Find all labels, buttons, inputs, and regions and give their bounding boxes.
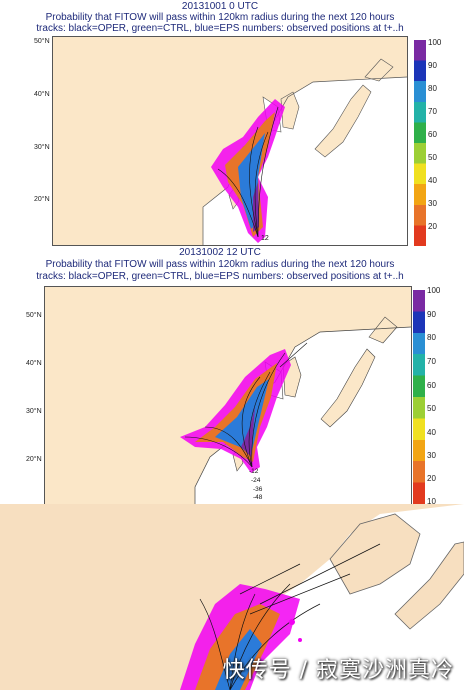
panel-subtitle: tracks: black=OPER, green=CTRL, blue=EPS… bbox=[36, 271, 404, 282]
watermark: 快传号 / 寂寞沙洲真冷 bbox=[222, 658, 454, 683]
lat-tick: 40°N bbox=[26, 360, 42, 367]
panel-date: 20131002 12 UTC bbox=[179, 247, 261, 258]
colorbar-tick: 60 bbox=[428, 130, 437, 139]
forecast-panel-2: 20131002 12 UTC Probability that FITOW w… bbox=[0, 246, 464, 504]
colorbar-tick: 20 bbox=[428, 222, 437, 231]
ensemble-tracks bbox=[184, 342, 308, 468]
lat-tick: 40°N bbox=[34, 91, 50, 98]
panel-title: Probability that FITOW will pass within … bbox=[45, 12, 395, 23]
colorbar-tick: 50 bbox=[428, 153, 437, 162]
lat-tick: 20°N bbox=[34, 196, 50, 203]
observed-position-label: -48 bbox=[253, 494, 263, 501]
map-svg: 12 bbox=[202, 58, 407, 245]
colorbar bbox=[414, 40, 426, 246]
colorbar-tick: 80 bbox=[427, 333, 436, 342]
colorbar-tick: 30 bbox=[427, 451, 436, 460]
observed-position-label: -36 bbox=[253, 486, 263, 493]
panel-date: 20131001 0 UTC bbox=[181, 1, 259, 12]
colorbar-tick: 10 bbox=[427, 497, 436, 504]
observed-position-label: -24 bbox=[251, 477, 261, 484]
panel-title: Probability that FITOW will pass within … bbox=[45, 259, 395, 270]
lat-tick: 50°N bbox=[26, 312, 42, 319]
observed-position-label: 12 bbox=[261, 235, 269, 242]
colorbar-tick: 60 bbox=[427, 381, 436, 390]
colorbar bbox=[413, 290, 425, 504]
colorbar-tick: 40 bbox=[428, 176, 437, 185]
observed-position-label: -12 bbox=[249, 468, 259, 475]
colorbar-tick: 20 bbox=[427, 474, 436, 483]
colorbar-tick: 50 bbox=[427, 404, 436, 413]
colorbar-tick: 80 bbox=[428, 84, 437, 93]
lat-tick: 50°N bbox=[34, 38, 50, 45]
map-area: 12 bbox=[52, 36, 408, 246]
colorbar-tick: 40 bbox=[427, 428, 436, 437]
lat-tick: 20°N bbox=[26, 456, 42, 463]
colorbar-tick: 100 bbox=[427, 286, 441, 295]
ensemble-tracks bbox=[199, 543, 381, 690]
colorbar-tick: 70 bbox=[428, 107, 437, 116]
panel-subtitle: tracks: black=OPER, green=CTRL, blue=EPS… bbox=[36, 23, 404, 34]
zoom-map-svg bbox=[0, 504, 464, 690]
lat-tick: 30°N bbox=[34, 144, 50, 151]
map-svg: -12 -24 -36 -48 bbox=[180, 316, 411, 504]
colorbar-tick: 90 bbox=[428, 61, 437, 70]
colorbar-tick: 70 bbox=[427, 357, 436, 366]
ensemble-tracks bbox=[217, 106, 279, 238]
colorbar-tick: 100 bbox=[428, 38, 442, 47]
lat-tick: 30°N bbox=[26, 408, 42, 415]
forecast-panel-3-zoom: 快传号 / 寂寞沙洲真冷 bbox=[0, 504, 464, 690]
colorbar-tick: 30 bbox=[428, 199, 437, 208]
map-area: -12 -24 -36 -48 bbox=[44, 286, 412, 504]
forecast-panel-1: 20131001 0 UTC Probability that FITOW wi… bbox=[0, 0, 464, 246]
colorbar-tick: 90 bbox=[427, 310, 436, 319]
